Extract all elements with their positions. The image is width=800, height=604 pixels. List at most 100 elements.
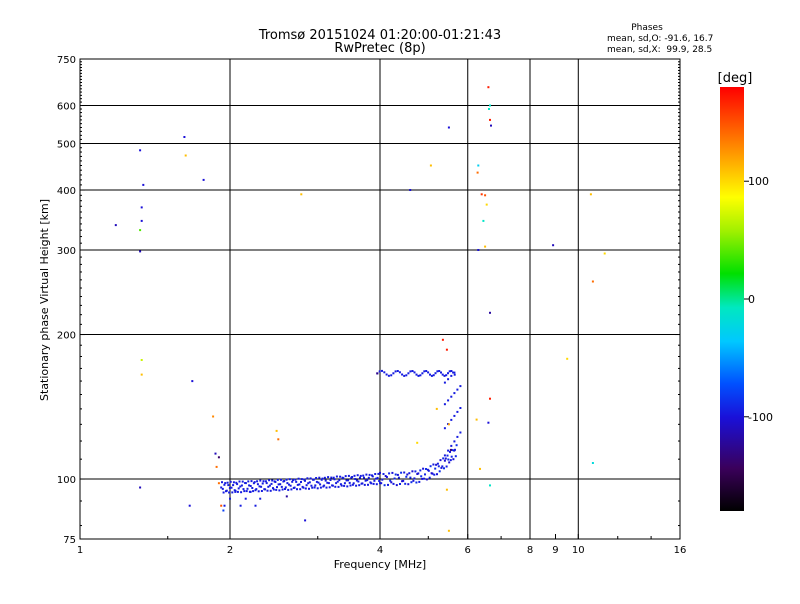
trace-point: [428, 476, 431, 479]
trace-point: [296, 483, 299, 486]
trace-point: [397, 476, 400, 479]
trace-point: [421, 477, 424, 480]
trace-point: [295, 480, 298, 483]
trace-point: [363, 476, 365, 479]
trace-point: [336, 480, 339, 483]
trace-point: [225, 489, 228, 492]
trace-point: [342, 477, 345, 480]
trace-point: [456, 410, 459, 413]
trace-point: [450, 444, 453, 447]
trace-point: [323, 484, 326, 487]
trace-point: [300, 481, 302, 483]
trace-point: [417, 472, 420, 475]
trace-point: [335, 475, 338, 478]
trace-point: [348, 481, 351, 484]
trace-point: [324, 479, 327, 482]
trace-point: [240, 491, 243, 494]
scatter-point: [484, 194, 487, 197]
trace-point: [430, 374, 433, 377]
trace-point: [434, 372, 437, 375]
trace-point: [425, 468, 427, 470]
trace-point: [450, 418, 453, 421]
trace-point: [291, 480, 294, 483]
scatter-point: [275, 429, 278, 432]
trace-point: [257, 490, 260, 493]
trace-point: [314, 484, 317, 487]
trace-point: [249, 485, 252, 487]
trace-point: [258, 485, 261, 488]
trace-point: [357, 480, 360, 483]
trace-point: [376, 476, 379, 479]
trace-point: [388, 472, 391, 475]
trace-point: [363, 483, 366, 486]
trace-point: [231, 491, 234, 494]
scatter-point: [191, 380, 194, 383]
trace-point: [443, 454, 446, 457]
trace-point: [385, 476, 388, 478]
trace-point: [453, 440, 456, 443]
trace-point: [280, 478, 282, 481]
trace-point: [294, 478, 297, 481]
trace-point: [228, 487, 231, 489]
trace-point: [444, 457, 447, 460]
trace-point: [289, 484, 292, 487]
scatter-point: [487, 421, 490, 424]
trace-point: [236, 483, 239, 486]
phases-title: Phases: [631, 23, 663, 33]
scatter-point: [603, 252, 606, 255]
y-tick-label: 400: [57, 186, 76, 197]
trace-point: [414, 470, 417, 473]
trace-point: [451, 449, 454, 452]
trace-point: [321, 477, 324, 480]
trace-point: [383, 371, 386, 374]
trace-point: [286, 482, 289, 485]
trace-point: [242, 488, 245, 491]
phases-line-o: mean, sd,O: -91.6, 16.7: [607, 34, 713, 44]
trace-point: [394, 370, 397, 373]
trace-point: [238, 480, 241, 483]
trace-point: [300, 478, 303, 481]
trace-point: [454, 448, 456, 451]
trace-point: [272, 487, 274, 490]
trace-point: [221, 487, 224, 490]
trace-point: [253, 481, 256, 484]
trace-point: [375, 477, 377, 480]
trace-point: [425, 478, 428, 481]
trace-point: [367, 483, 369, 486]
trace-point: [234, 490, 237, 493]
trace-point: [427, 469, 430, 472]
trace-point: [443, 467, 445, 470]
trace-point: [343, 484, 346, 487]
trace-point: [298, 483, 301, 486]
scatter-point: [217, 456, 220, 459]
trace-point: [379, 482, 381, 485]
trace-point: [254, 504, 257, 507]
trace-point: [364, 479, 367, 482]
scatter-point: [490, 124, 492, 127]
scatter-point: [140, 359, 143, 361]
scatter-point: [447, 423, 450, 426]
trace-point: [455, 444, 458, 447]
trace-point: [370, 482, 373, 485]
trace-point: [396, 473, 399, 476]
trace-point: [452, 371, 455, 374]
scatter-point: [212, 415, 215, 418]
colorbar: [720, 87, 744, 511]
trace-point: [226, 481, 229, 484]
trace-point: [391, 471, 394, 474]
trace-point: [368, 473, 371, 476]
chart-subtitle: RwPretec (8p): [334, 41, 425, 56]
colorbar-ticks: 100 0 -100: [744, 175, 773, 424]
trace-point: [325, 486, 328, 489]
trace-point: [239, 485, 242, 488]
trace-point: [408, 472, 411, 475]
trace-point: [420, 475, 423, 478]
trace-point: [262, 480, 265, 483]
trace-point: [447, 399, 450, 402]
trace-point: [436, 462, 439, 465]
y-tick-label: 500: [57, 140, 76, 151]
y-tick-label: 750: [57, 55, 76, 66]
trace-point: [448, 461, 451, 464]
trace-point: [453, 414, 456, 417]
trace-point: [441, 373, 444, 376]
